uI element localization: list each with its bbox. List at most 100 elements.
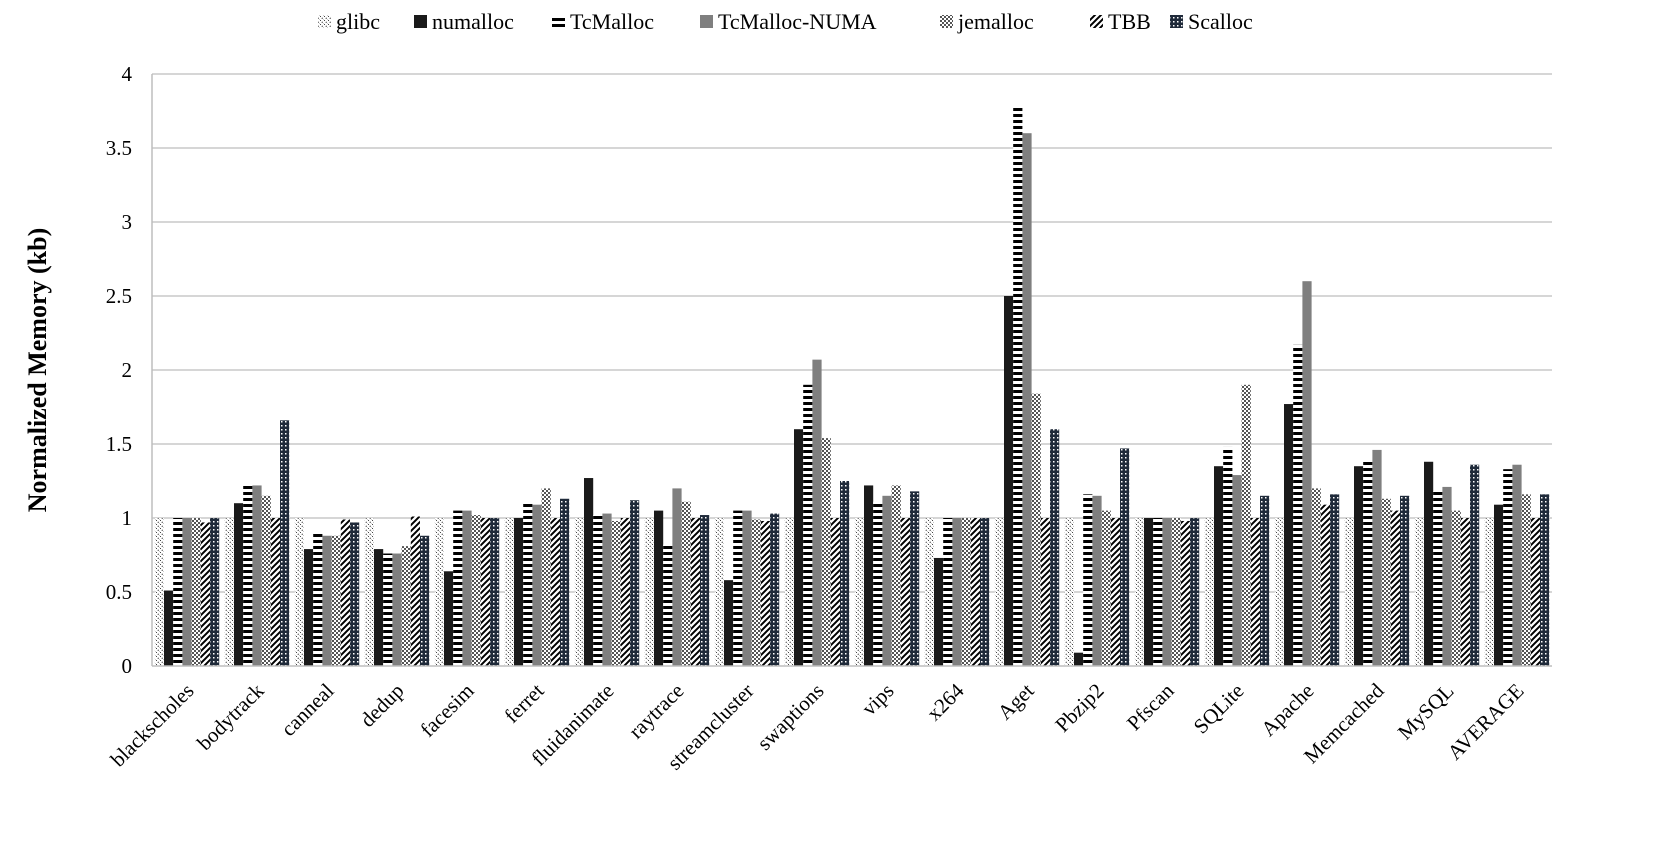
bar-glibc-blackscholes bbox=[154, 518, 164, 666]
bar-tcmalloc-numa-blackscholes bbox=[182, 518, 192, 666]
bar-jemalloc-pbzip2 bbox=[1101, 510, 1111, 666]
bar-glibc-canneal bbox=[294, 518, 304, 666]
x-category-label: blackscholes bbox=[106, 679, 199, 772]
y-tick-label: 3.5 bbox=[106, 136, 132, 160]
x-category-label: dedup bbox=[355, 679, 408, 732]
legend-label: numalloc bbox=[432, 9, 514, 34]
bar-tbb-pbzip2 bbox=[1110, 518, 1120, 666]
bar-numalloc-average bbox=[1494, 504, 1504, 666]
bar-tbb-sqlite bbox=[1250, 518, 1260, 666]
bar-scalloc-fluidanimate bbox=[630, 500, 640, 666]
bar-tcmalloc-numa-x264 bbox=[952, 518, 962, 666]
bar-tcmalloc-numa-dedup bbox=[392, 553, 402, 666]
bar-glibc-aget bbox=[994, 518, 1004, 666]
bar-tcmalloc-pbzip2 bbox=[1083, 494, 1093, 666]
bar-tcmalloc-numa-facesim bbox=[462, 510, 472, 666]
y-axis-label: Normalized Memory (kb) bbox=[23, 228, 52, 512]
bar-numalloc-blackscholes bbox=[164, 590, 174, 666]
bar-tcmalloc-apache bbox=[1293, 344, 1303, 666]
bar-jemalloc-facesim bbox=[471, 515, 481, 666]
y-tick-label: 2.5 bbox=[106, 284, 132, 308]
bar-tcmalloc-numa-sqlite bbox=[1232, 475, 1242, 666]
bar-tcmalloc-numa-pbzip2 bbox=[1092, 495, 1102, 666]
legend: glibc numalloc TcMalloc TcMalloc-NUMA jemall… bbox=[318, 9, 1253, 34]
bar-tcmalloc-average bbox=[1503, 469, 1513, 666]
bar-tcmalloc-pfscan bbox=[1153, 518, 1163, 666]
x-category-label: AVERAGE bbox=[1443, 679, 1529, 765]
bar-tcmalloc-numa-aget bbox=[1022, 133, 1032, 666]
bar-jemalloc-x264 bbox=[961, 518, 971, 666]
bar-tbb-streamcluster bbox=[760, 520, 770, 666]
bar-numalloc-canneal bbox=[304, 549, 314, 666]
bar-glibc-swaptions bbox=[784, 518, 794, 666]
x-category-label: Apache bbox=[1256, 679, 1318, 741]
bar-numalloc-dedup bbox=[374, 549, 384, 666]
bar-tcmalloc-numa-memcached bbox=[1372, 449, 1382, 666]
bar-tcmalloc-vips bbox=[873, 501, 883, 666]
bar-jemalloc-vips bbox=[891, 485, 901, 666]
y-tick-label: 0.5 bbox=[106, 580, 132, 604]
legend-swatch bbox=[552, 15, 565, 28]
bars bbox=[154, 106, 1550, 666]
bar-numalloc-streamcluster bbox=[724, 580, 734, 666]
x-category-label: ferret bbox=[499, 678, 548, 727]
bar-jemalloc-mysql bbox=[1451, 510, 1461, 666]
bar-tbb-memcached bbox=[1390, 510, 1400, 666]
bar-tcmalloc-dedup bbox=[383, 553, 393, 666]
bar-glibc-vips bbox=[854, 518, 864, 666]
bar-jemalloc-bodytrack bbox=[261, 495, 271, 666]
bar-tcmalloc-fluidanimate bbox=[593, 515, 603, 666]
bar-numalloc-mysql bbox=[1424, 461, 1434, 666]
legend-swatch bbox=[1090, 15, 1103, 28]
x-category-label: Pfscan bbox=[1122, 678, 1179, 735]
bar-glibc-average bbox=[1484, 518, 1494, 666]
bar-jemalloc-canneal bbox=[331, 535, 341, 666]
bar-numalloc-ferret bbox=[514, 518, 524, 666]
bar-numalloc-bodytrack bbox=[234, 503, 244, 666]
bar-tbb-fluidanimate bbox=[620, 518, 630, 666]
bar-tbb-vips bbox=[900, 518, 910, 666]
bar-scalloc-mysql bbox=[1470, 464, 1480, 666]
bar-numalloc-fluidanimate bbox=[584, 478, 594, 666]
bar-tcmalloc-numa-vips bbox=[882, 495, 892, 666]
bar-scalloc-raytrace bbox=[700, 515, 710, 666]
bar-scalloc-streamcluster bbox=[770, 513, 780, 666]
bar-numalloc-apache bbox=[1284, 404, 1294, 666]
bar-tcmalloc-swaptions bbox=[803, 384, 813, 666]
legend-swatch bbox=[318, 15, 331, 28]
legend-item-scalloc: Scalloc bbox=[1170, 9, 1253, 34]
bar-scalloc-x264 bbox=[980, 518, 990, 666]
bar-tcmalloc-numa-raytrace bbox=[672, 488, 682, 666]
bar-tbb-mysql bbox=[1460, 518, 1470, 666]
bar-tcmalloc-ferret bbox=[523, 503, 533, 666]
x-category-label: SQLite bbox=[1189, 679, 1249, 739]
bar-scalloc-ferret bbox=[560, 498, 570, 666]
bar-numalloc-sqlite bbox=[1214, 466, 1224, 666]
bar-scalloc-sqlite bbox=[1260, 495, 1270, 666]
bar-tcmalloc-sqlite bbox=[1223, 446, 1233, 666]
bar-numalloc-aget bbox=[1004, 296, 1014, 666]
bar-numalloc-x264 bbox=[934, 557, 944, 666]
legend-item-tcmalloc: TcMalloc bbox=[552, 9, 654, 34]
legend-item-jemalloc: jemalloc bbox=[940, 9, 1034, 34]
bar-jemalloc-average bbox=[1521, 494, 1531, 666]
bar-numalloc-pfscan bbox=[1144, 518, 1154, 666]
bar-glibc-pbzip2 bbox=[1064, 518, 1074, 666]
bar-tcmalloc-bodytrack bbox=[243, 485, 253, 666]
bar-jemalloc-swaptions bbox=[821, 438, 831, 666]
bar-jemalloc-fluidanimate bbox=[611, 520, 621, 666]
bar-glibc-streamcluster bbox=[714, 518, 724, 666]
bar-scalloc-average bbox=[1540, 494, 1550, 666]
bar-jemalloc-apache bbox=[1311, 488, 1321, 666]
bar-scalloc-pfscan bbox=[1190, 518, 1200, 666]
bar-scalloc-pbzip2 bbox=[1120, 448, 1130, 666]
x-category-label: bodytrack bbox=[192, 678, 269, 755]
bar-tcmalloc-numa-ferret bbox=[532, 504, 542, 666]
legend-item-glibc: glibc bbox=[318, 9, 380, 34]
bar-jemalloc-sqlite bbox=[1241, 384, 1251, 666]
y-tick-label: 3 bbox=[122, 210, 133, 234]
bar-numalloc-swaptions bbox=[794, 429, 804, 666]
bar-glibc-fluidanimate bbox=[574, 518, 584, 666]
